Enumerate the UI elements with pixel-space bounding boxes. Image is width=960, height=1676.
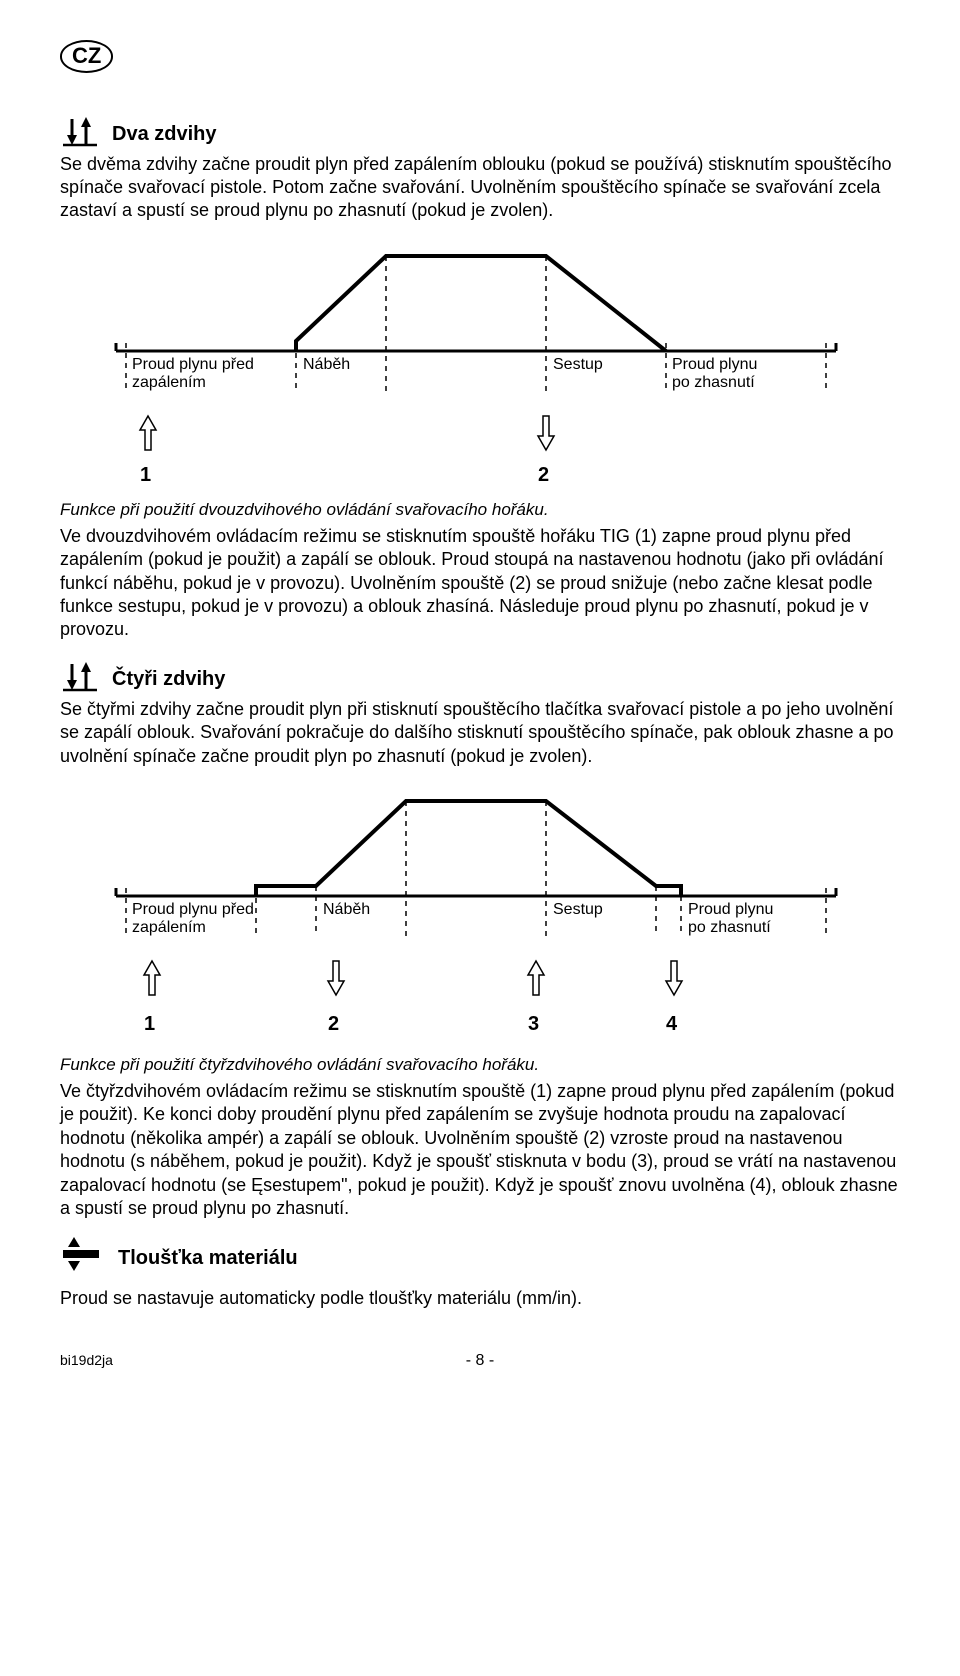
svg-text:Náběh: Náběh <box>303 356 350 373</box>
section-thickness-title: Tloušťka materiálu <box>118 1245 298 1271</box>
diagram-four-stroke-caption: Funkce při použití čtyřzdvihového ovládá… <box>60 1054 900 1076</box>
section-four-stroke-intro: Se čtyřmi zdvihy začne proudit plyn při … <box>60 698 900 768</box>
section-thickness-header: Tloušťka materiálu <box>60 1234 900 1281</box>
svg-text:1: 1 <box>140 464 151 486</box>
section-four-stroke-body: Ve čtyřzdvihovém ovládacím režimu se sti… <box>60 1080 900 1220</box>
section-two-stroke-intro: Se dvěma zdvihy začne proudit plyn před … <box>60 153 900 223</box>
svg-text:zapálením: zapálením <box>132 374 206 391</box>
svg-text:2: 2 <box>538 464 549 486</box>
two-arrows-icon <box>60 117 100 147</box>
svg-text:1: 1 <box>144 1013 155 1035</box>
country-badge: CZ <box>60 40 113 73</box>
section-two-stroke-title: Dva zdvihy <box>112 121 216 147</box>
svg-text:Proud plynu před: Proud plynu před <box>132 356 254 373</box>
section-thickness-body: Proud se nastavuje automaticky podle tlo… <box>60 1287 900 1310</box>
svg-text:zapálením: zapálením <box>132 919 206 936</box>
svg-text:Proud plynu: Proud plynu <box>672 356 757 373</box>
svg-text:Proud plynu před: Proud plynu před <box>132 901 254 918</box>
footer-code: bi19d2ja <box>60 1351 113 1369</box>
section-two-stroke-header: Dva zdvihy <box>60 117 900 147</box>
svg-text:2: 2 <box>328 1013 339 1035</box>
svg-text:3: 3 <box>528 1013 539 1035</box>
page-number: - 8 - <box>466 1352 494 1369</box>
page-footer: bi19d2ja - 8 - <box>60 1351 900 1372</box>
diagram-two-stroke-caption: Funkce při použití dvouzdvihového ovládá… <box>60 499 900 521</box>
section-two-stroke-body: Ve dvouzdvihovém ovládacím režimu se sti… <box>60 525 900 642</box>
svg-text:po zhasnutí: po zhasnutí <box>688 919 771 936</box>
thickness-icon <box>60 1234 102 1281</box>
section-four-stroke-title: Čtyři zdvihy <box>112 666 225 692</box>
diagram-two-stroke: Proud plynu před zapálením Náběh Sestup … <box>96 241 900 491</box>
svg-text:Sestup: Sestup <box>553 901 603 918</box>
svg-text:Náběh: Náběh <box>323 901 370 918</box>
section-four-stroke-header: Čtyři zdvihy <box>60 662 900 692</box>
svg-text:Proud plynu: Proud plynu <box>688 901 773 918</box>
svg-text:Sestup: Sestup <box>553 356 603 373</box>
diagram-four-stroke: Proud plynu před zapálením Náběh Sestup … <box>96 786 900 1046</box>
svg-text:4: 4 <box>666 1013 678 1035</box>
svg-text:po zhasnutí: po zhasnutí <box>672 374 755 391</box>
two-arrows-icon <box>60 662 100 692</box>
